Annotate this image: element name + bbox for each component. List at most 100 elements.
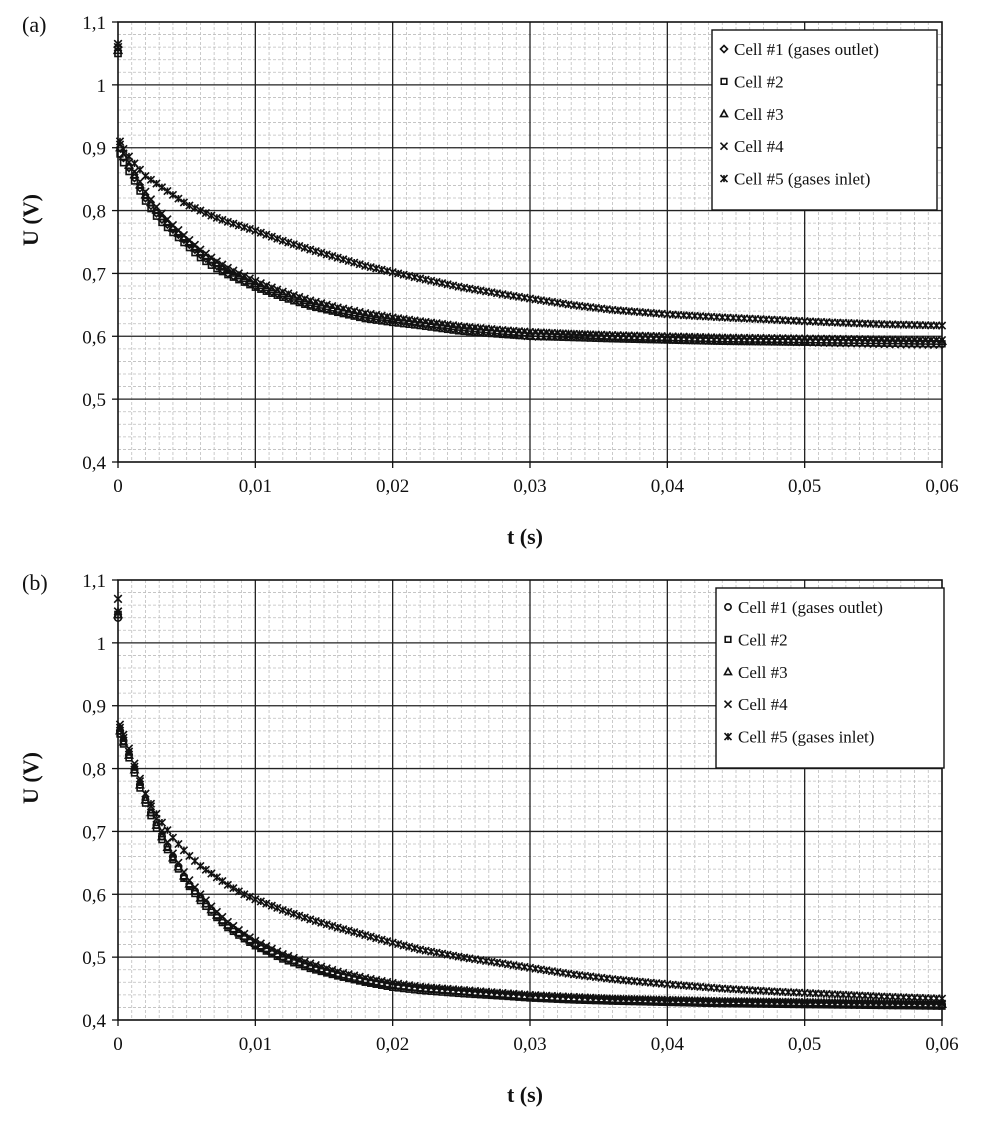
x-tick-label: 0,03 xyxy=(513,476,546,497)
data-point xyxy=(579,329,590,339)
data-point xyxy=(827,997,838,1007)
data-point xyxy=(744,996,755,1006)
major-grid: 0 0,01 0,02 0,03 0,04 0,05 0,06 0,4 0,5 0,6 0,7 0,8… xyxy=(82,13,958,497)
data-point xyxy=(717,996,728,1006)
data-point xyxy=(739,996,750,1006)
data-point xyxy=(146,195,156,204)
y-tick-label: 0,8 xyxy=(82,760,106,781)
data-point xyxy=(568,329,579,339)
legend-marker xyxy=(719,174,729,183)
data-point xyxy=(662,995,673,1005)
data-point xyxy=(234,925,244,935)
data-points xyxy=(112,594,947,1010)
data-point xyxy=(218,876,227,886)
data-point xyxy=(151,819,162,829)
data-point xyxy=(229,219,238,228)
legend-label: Cell #3 xyxy=(734,105,784,124)
data-point xyxy=(118,736,129,746)
data-point xyxy=(196,245,205,254)
data-point xyxy=(190,203,200,213)
y-tick-label: 1 xyxy=(97,76,107,97)
data-point xyxy=(196,206,205,215)
data-point xyxy=(733,996,744,1006)
x-tick-label: 0,06 xyxy=(925,476,958,497)
y-tick-label: 0,7 xyxy=(82,264,106,285)
legend-label: Cell #4 xyxy=(738,695,788,714)
data-point xyxy=(937,999,947,1008)
data-point xyxy=(810,997,821,1007)
legend-marker xyxy=(719,108,729,118)
y-tick-label: 0,6 xyxy=(82,885,106,906)
data-point xyxy=(634,994,645,1004)
data-point xyxy=(887,998,898,1008)
legend-marker xyxy=(723,666,733,676)
y-tick-label: 0,9 xyxy=(82,697,106,718)
data-point xyxy=(783,997,794,1007)
data-point xyxy=(629,994,640,1004)
data-point xyxy=(651,995,662,1004)
data-point xyxy=(909,998,920,1008)
data-point xyxy=(245,224,255,234)
data-point xyxy=(284,907,293,917)
data-point xyxy=(596,993,607,1003)
data-point xyxy=(706,996,717,1006)
data-point xyxy=(163,826,172,835)
data-point xyxy=(190,883,200,892)
data-point xyxy=(838,997,849,1007)
data-point xyxy=(178,870,189,880)
data-point xyxy=(267,944,276,953)
plot-frame xyxy=(117,579,943,1021)
data-point xyxy=(207,253,216,262)
data-point xyxy=(234,269,244,278)
data-point xyxy=(289,240,298,249)
data-point xyxy=(640,994,651,1004)
data-point xyxy=(223,880,233,890)
data-point xyxy=(163,186,172,196)
plot-frame xyxy=(117,21,943,463)
data-point xyxy=(262,941,271,951)
data-point xyxy=(240,890,249,899)
data-point-initial xyxy=(113,594,123,604)
legend-label: Cell #2 xyxy=(738,630,788,649)
data-point xyxy=(876,998,887,1008)
data-point xyxy=(295,911,304,920)
y-tick-label: 1 xyxy=(97,634,107,655)
data-point xyxy=(722,996,733,1006)
data-point xyxy=(843,997,854,1007)
data-point xyxy=(256,939,265,948)
data-point xyxy=(273,285,282,294)
data-point xyxy=(245,892,255,901)
data-point-initial xyxy=(113,607,123,616)
data-point xyxy=(256,228,265,237)
data-point xyxy=(240,223,249,232)
data-point xyxy=(174,858,183,867)
data-point xyxy=(157,818,167,827)
data-point xyxy=(152,202,161,211)
data-point xyxy=(289,291,298,300)
data-point xyxy=(267,232,276,241)
data-point xyxy=(218,215,227,225)
data-point xyxy=(140,794,151,804)
x-tick-label: 0 xyxy=(113,476,123,497)
data-point xyxy=(623,994,634,1004)
data-point xyxy=(251,226,260,235)
data-point xyxy=(607,994,618,1003)
legend-marker xyxy=(719,44,729,54)
data-point xyxy=(882,998,893,1008)
data-point xyxy=(893,998,904,1008)
data-point xyxy=(146,807,156,817)
x-tick-label: 0,02 xyxy=(376,476,409,497)
y-tick-label: 0,7 xyxy=(82,822,106,843)
x-tick-label: 0,06 xyxy=(925,1034,958,1055)
data-point xyxy=(937,994,947,1003)
data-point xyxy=(915,998,925,1008)
x-tick-label: 0,04 xyxy=(651,476,685,497)
data-point xyxy=(300,243,309,252)
legend-marker xyxy=(724,635,732,643)
data-point xyxy=(218,260,227,269)
data-point xyxy=(207,869,216,878)
legend-marker xyxy=(723,700,733,709)
data-point xyxy=(201,208,211,218)
data-point-initial xyxy=(113,39,123,49)
data-point xyxy=(146,175,156,184)
